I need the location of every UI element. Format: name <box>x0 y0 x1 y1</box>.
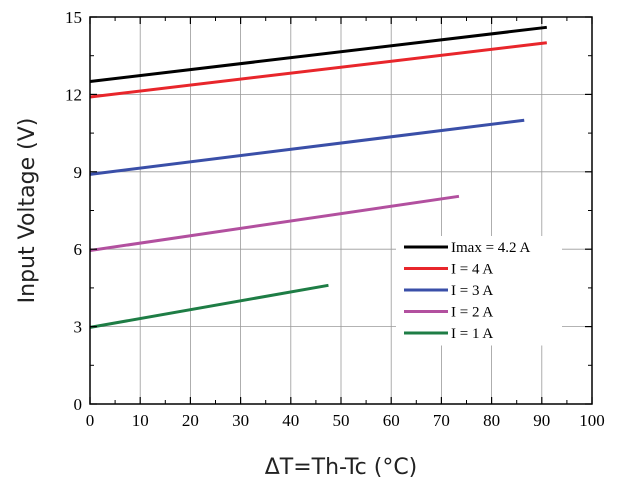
y-tick-label: 9 <box>74 163 83 182</box>
y-tick-label: 15 <box>65 8 82 27</box>
x-tick-label: 60 <box>383 411 400 430</box>
series-line-5 <box>89 283 329 329</box>
x-tick-label: 30 <box>232 411 249 430</box>
legend-label-3: I = 3 A <box>451 283 493 299</box>
y-tick-labels: 0 3 6 9 12 15 <box>65 8 82 414</box>
x-tick-label: 10 <box>132 411 149 430</box>
y-axis-title: Input Voltage (V) <box>15 118 40 304</box>
legend-label-2: I = 4 A <box>451 262 493 278</box>
series-line-4 <box>89 194 460 252</box>
y-tick-label: 3 <box>74 318 83 337</box>
x-tick-label: 0 <box>86 411 95 430</box>
x-tick-label: 90 <box>533 411 550 430</box>
series-line-2 <box>89 41 547 99</box>
x-tick-label: 50 <box>333 411 350 430</box>
legend: Imax = 4.2 A I = 4 A I = 3 A I = 2 A I = 1 A <box>404 240 530 342</box>
x-tick-label: 40 <box>282 411 299 430</box>
axis-ticks <box>89 16 593 405</box>
x-tick-labels: 0 10 20 30 40 50 60 70 80 90 100 <box>86 411 605 430</box>
legend-label-5: I = 1 A <box>451 326 493 342</box>
y-tick-label: 12 <box>65 85 82 104</box>
series-line-1 <box>89 25 547 83</box>
x-tick-label: 100 <box>579 411 605 430</box>
y-tick-label: 6 <box>74 240 83 259</box>
x-tick-label: 70 <box>433 411 450 430</box>
legend-label-1: Imax = 4.2 A <box>451 240 530 256</box>
legend-label-4: I = 2 A <box>451 305 493 321</box>
x-tick-label: 80 <box>483 411 500 430</box>
x-axis-title: ΔT=Th-Tc (°C) <box>265 455 418 480</box>
y-tick-label: 0 <box>74 395 83 414</box>
x-tick-label: 20 <box>182 411 199 430</box>
series-lines <box>89 25 547 329</box>
grid <box>90 17 592 404</box>
series-line-3 <box>89 118 525 176</box>
